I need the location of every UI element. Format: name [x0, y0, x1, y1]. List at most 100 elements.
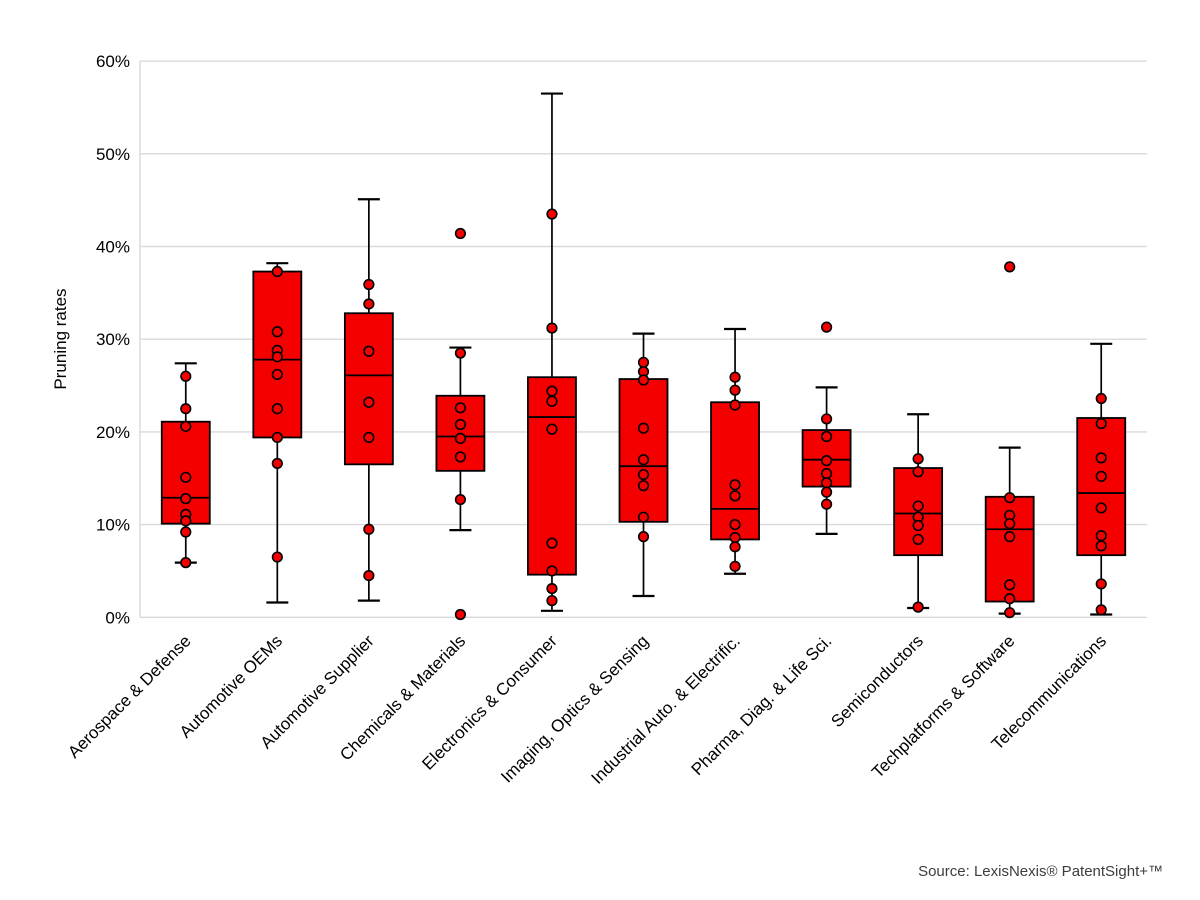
- data-point-marker: [1004, 593, 1016, 605]
- data-point-marker: [729, 490, 741, 502]
- data-point-marker: [363, 523, 375, 535]
- source-note: Source: LexisNexis® PatentSight+™: [918, 863, 1163, 880]
- box-group: [801, 321, 852, 535]
- data-point-marker: [912, 466, 924, 478]
- data-point-marker: [271, 265, 283, 278]
- data-point-marker: [271, 368, 283, 381]
- data-point-marker: [454, 493, 467, 506]
- box-group: [252, 262, 303, 604]
- data-point-marker: [729, 518, 741, 531]
- box-group: [527, 92, 577, 612]
- data-point-marker: [271, 351, 283, 363]
- data-point-marker: [637, 531, 650, 543]
- x-category-label: Aerospace & Defense: [64, 631, 194, 761]
- box-series: [160, 92, 1127, 621]
- y-tick-label: 50%: [96, 145, 130, 164]
- data-point-marker: [180, 471, 192, 483]
- data-point-marker: [1095, 417, 1107, 430]
- data-point-marker: [363, 278, 375, 291]
- data-point-marker: [454, 347, 467, 359]
- data-point-marker: [912, 601, 924, 613]
- data-point-marker: [820, 468, 833, 480]
- data-point-marker: [637, 454, 650, 466]
- data-point-marker: [454, 418, 467, 431]
- data-point-marker: [1095, 530, 1107, 542]
- data-point-marker: [180, 493, 192, 505]
- data-point-marker: [454, 451, 467, 463]
- data-point-marker: [1004, 518, 1016, 530]
- data-point-marker: [729, 531, 741, 544]
- data-point-marker: [180, 403, 192, 415]
- y-tick-label: 40%: [96, 238, 130, 257]
- x-category-label: Industrial Auto. & Electrific.: [587, 631, 743, 787]
- data-point-marker: [912, 500, 924, 512]
- data-point-marker: [454, 608, 467, 621]
- box-group: [893, 413, 944, 613]
- box-group: [618, 332, 669, 598]
- box-group: [343, 198, 394, 602]
- data-point-marker: [729, 399, 741, 411]
- data-point-marker: [363, 396, 375, 408]
- data-point-marker: [546, 565, 558, 577]
- y-axis-title: Pruning rates: [51, 288, 70, 389]
- data-point-marker: [820, 430, 833, 443]
- y-tick-label: 20%: [96, 423, 130, 442]
- data-point-marker: [546, 537, 558, 549]
- data-point-marker: [546, 595, 558, 607]
- data-point-marker: [363, 431, 375, 444]
- data-point-marker: [271, 457, 283, 470]
- x-category-label: Imaging, Optics & Sensing: [497, 631, 652, 786]
- data-point-marker: [546, 395, 558, 407]
- data-point-marker: [1095, 502, 1107, 514]
- data-point-marker: [820, 477, 833, 489]
- data-point-marker: [546, 385, 558, 397]
- data-point-marker: [820, 498, 833, 510]
- data-point-marker: [271, 551, 283, 563]
- data-point-marker: [912, 453, 924, 465]
- data-point-marker: [637, 468, 650, 481]
- box-group: [984, 261, 1035, 619]
- data-point-marker: [546, 208, 558, 220]
- iqr-box: [710, 401, 760, 541]
- data-point-marker: [363, 345, 375, 357]
- data-point-marker: [1004, 492, 1016, 504]
- data-point-marker: [729, 384, 741, 396]
- data-point-marker: [1095, 470, 1107, 482]
- data-point-marker: [180, 420, 192, 432]
- data-point-marker: [1004, 531, 1016, 543]
- data-point-marker: [729, 371, 741, 383]
- data-point-marker: [180, 370, 192, 382]
- data-point-marker: [180, 557, 192, 569]
- data-point-marker: [637, 356, 650, 368]
- data-point-marker: [546, 423, 558, 435]
- box-group: [1076, 342, 1127, 616]
- data-point-marker: [1095, 604, 1107, 616]
- data-point-marker: [1004, 607, 1016, 619]
- data-point-marker: [271, 431, 283, 444]
- data-point-marker: [454, 227, 467, 240]
- data-point-marker: [271, 326, 283, 338]
- data-point-marker: [820, 321, 833, 333]
- box-group: [160, 362, 211, 569]
- data-point-marker: [180, 515, 192, 527]
- data-point-marker: [1004, 579, 1016, 591]
- data-point-marker: [820, 455, 833, 467]
- y-tick-label: 0%: [105, 608, 130, 627]
- iqr-box: [618, 378, 669, 523]
- data-point-marker: [912, 533, 924, 546]
- data-point-marker: [1095, 540, 1107, 552]
- data-point-marker: [729, 479, 741, 491]
- data-point-marker: [1004, 261, 1016, 273]
- data-point-marker: [820, 486, 833, 498]
- data-point-marker: [729, 541, 741, 553]
- data-point-marker: [1095, 392, 1107, 405]
- data-point-marker: [180, 526, 192, 538]
- data-point-marker: [454, 432, 467, 444]
- y-tick-label: 30%: [96, 330, 130, 349]
- box-group: [710, 327, 760, 575]
- y-axis-tick-labels: 0% 10% 20% 30% 40% 50% 60%: [96, 52, 130, 627]
- data-point-marker: [546, 582, 558, 595]
